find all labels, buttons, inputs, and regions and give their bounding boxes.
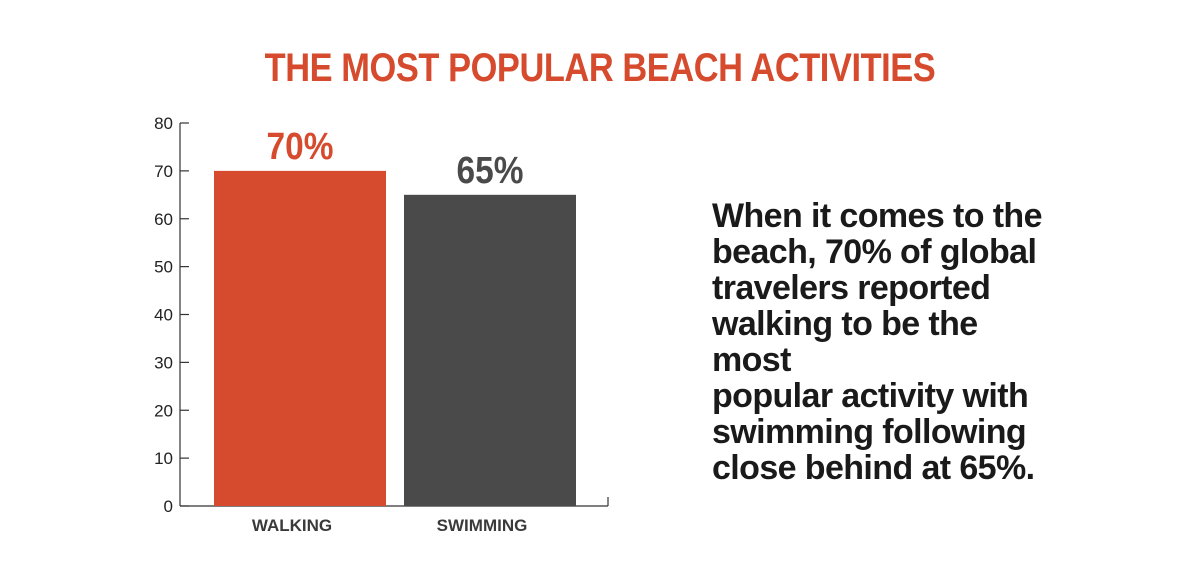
y-tick-label: 40 — [154, 306, 173, 325]
chart-title: THE MOST POPULAR BEACH ACTIVITIES — [264, 46, 936, 90]
y-tick-label: 70 — [154, 162, 173, 181]
x-tick-label-swimming: SWIMMING — [437, 516, 528, 535]
y-tick-label: 60 — [154, 210, 173, 229]
data-label-walking: 70% — [267, 125, 334, 167]
bar-walking — [214, 170, 386, 506]
y-tick-label: 10 — [154, 449, 173, 468]
data-label-swimming: 65% — [457, 149, 524, 191]
data-labels: 70% 65% — [267, 125, 524, 191]
y-tick-label: 50 — [154, 258, 173, 277]
y-tick-label: 30 — [154, 353, 173, 372]
bar-swimming — [404, 194, 576, 506]
bars — [214, 170, 576, 506]
x-tick-label-walking: WALKING — [252, 516, 332, 535]
y-tick-label: 0 — [164, 497, 173, 516]
x-tick-labels: WALKING SWIMMING — [252, 516, 527, 535]
y-tick-label: 20 — [154, 401, 173, 420]
bar-chart: 0 10 20 30 40 50 60 70 80 70% 65% WALKING SWIMMING — [154, 114, 609, 535]
description-text: When it comes to the beach, 70% of globa… — [712, 197, 1043, 487]
y-tick-label: 80 — [154, 114, 173, 133]
y-axis: 0 10 20 30 40 50 60 70 80 — [154, 114, 189, 516]
